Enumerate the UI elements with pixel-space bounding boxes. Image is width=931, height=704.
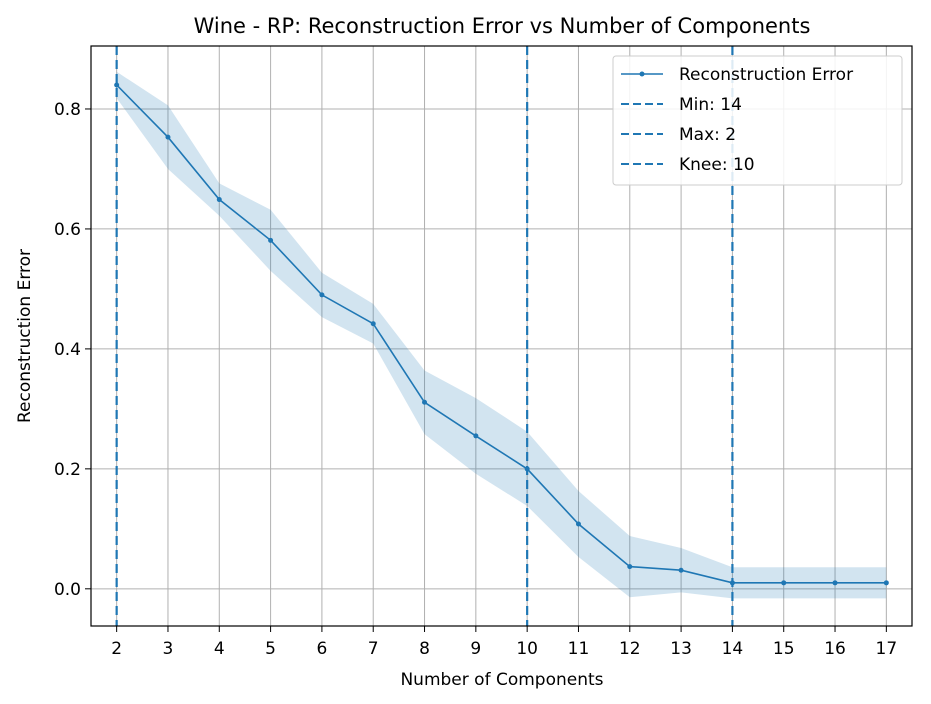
data-point: [422, 399, 428, 405]
y-axis: 0.0 0.2 0.4 0.6 0.8: [54, 100, 91, 600]
plot-frame: [90, 45, 913, 627]
y-tick-label: 0.2: [54, 460, 81, 480]
data-point: [524, 466, 530, 472]
x-tick-label: 4: [214, 639, 225, 659]
y-axis-label: Reconstruction Error: [15, 249, 35, 423]
data-point: [883, 580, 889, 586]
x-tick-label: 8: [419, 639, 430, 659]
x-tick-label: 11: [568, 639, 590, 659]
y-tick-label: 0.8: [54, 100, 81, 120]
x-tick-label: 17: [876, 639, 898, 659]
data-point: [832, 580, 838, 586]
data-point: [729, 580, 735, 586]
legend-label-max: Max: 2: [679, 125, 736, 145]
legend-label-knee: Knee: 10: [679, 155, 755, 175]
y-tick-label: 0.4: [54, 340, 81, 360]
data-point: [216, 197, 222, 203]
data-point: [473, 433, 479, 439]
series-line-group: [114, 82, 889, 586]
x-tick-label: 14: [722, 639, 744, 659]
data-point: [165, 134, 171, 140]
data-point: [319, 292, 325, 298]
data-point: [781, 580, 787, 586]
data-point: [268, 237, 274, 243]
data-point: [114, 82, 120, 88]
x-tick-label: 13: [670, 639, 692, 659]
x-tick-label: 10: [516, 639, 538, 659]
x-tick-label: 3: [163, 639, 174, 659]
data-point: [678, 567, 684, 573]
legend: Reconstruction Error Min: 14 Max: 2 Knee…: [612, 55, 903, 186]
legend-label-min: Min: 14: [679, 95, 742, 115]
reference-lines: [115, 46, 734, 626]
data-point: [627, 564, 633, 570]
x-tick-label: 7: [368, 639, 379, 659]
data-point: [575, 521, 581, 527]
x-tick-label: 16: [824, 639, 846, 659]
grid-lines: [91, 46, 912, 626]
legend-marker-reconstruction-error: [639, 71, 645, 77]
x-tick-label: 15: [773, 639, 795, 659]
x-tick-label: 12: [619, 639, 641, 659]
x-tick-label: 6: [316, 639, 327, 659]
data-point: [370, 321, 376, 327]
legend-label-reconstruction-error: Reconstruction Error: [679, 65, 853, 85]
x-tick-label: 5: [265, 639, 276, 659]
x-tick-label: 2: [111, 639, 122, 659]
chart-title: Wine - RP: Reconstruction Error vs Numbe…: [194, 14, 811, 38]
series-line: [116, 84, 887, 584]
legend-box: [612, 55, 903, 186]
x-axis-label: Number of Components: [400, 670, 603, 690]
x-tick-label: 9: [470, 639, 481, 659]
y-tick-label: 0.6: [54, 220, 81, 240]
y-tick-label: 0.0: [54, 580, 81, 600]
x-axis: 2 3 4 5 6 7 8 9 10 11 12 13 14 15 16 17: [111, 626, 897, 659]
